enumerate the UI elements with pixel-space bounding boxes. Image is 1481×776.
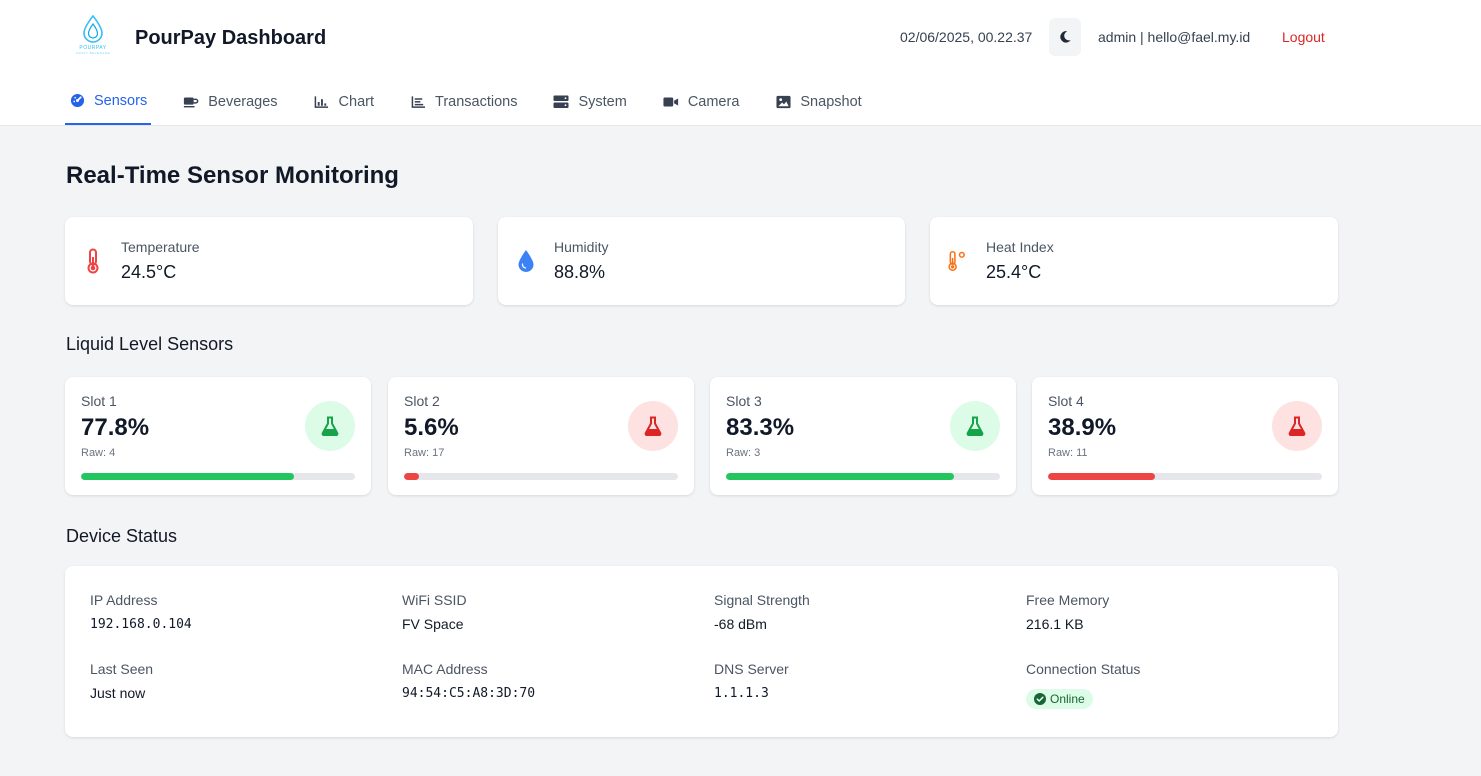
mug-icon	[183, 94, 199, 110]
tab-system[interactable]: System	[549, 78, 630, 125]
tab-chart[interactable]: Chart	[310, 78, 378, 125]
logout-link[interactable]: Logout	[1282, 29, 1325, 45]
slot-raw-value: Raw: 4	[81, 447, 116, 459]
wifi-ssid-value: FV Space	[402, 616, 464, 632]
level-progress-bar	[726, 473, 1000, 480]
last-seen-value: Just now	[90, 685, 146, 701]
video-icon	[663, 94, 679, 110]
flask-icon	[966, 416, 984, 436]
connection-status-value: Online	[1050, 692, 1085, 706]
slot-raw-value: Raw: 3	[726, 447, 761, 459]
tab-label: Snapshot	[800, 93, 862, 110]
slot-card-2: Slot 2 5.6% Raw: 17	[388, 377, 694, 495]
slot-level-value: 38.9%	[1048, 414, 1117, 441]
slot-name: Slot 4	[1048, 393, 1084, 409]
slot-name: Slot 2	[404, 393, 440, 409]
check-circle-icon	[1034, 693, 1046, 705]
level-progress-fill	[81, 473, 295, 480]
humidity-value: 88.8%	[554, 262, 606, 282]
ip-address-label: IP Address	[90, 592, 158, 608]
level-progress-bar	[404, 473, 678, 480]
level-progress-fill	[726, 473, 955, 480]
slot-level-value: 83.3%	[726, 414, 795, 441]
logo-text: POURPAY	[79, 45, 107, 51]
level-progress-bar	[81, 473, 355, 480]
logo-subtext: CRAFT BEVERAGE	[75, 51, 111, 55]
droplet-icon	[516, 247, 536, 275]
server-icon	[553, 94, 569, 110]
heat-index-label: Heat Index	[986, 239, 1054, 255]
pourpay-logo[interactable]: POURPAY CRAFT BEVERAGE	[70, 14, 116, 60]
app-title: PourPay Dashboard	[135, 27, 327, 49]
tab-beverages[interactable]: Beverages	[179, 78, 281, 125]
thermometer-icon	[83, 247, 103, 275]
tab-label: Camera	[687, 93, 740, 110]
heat-index-card: Heat Index 25.4°C	[930, 217, 1338, 305]
mac-address-label: MAC Address	[402, 661, 488, 677]
dns-server-value: 1.1.1.3	[714, 686, 769, 701]
gauge-icon	[69, 93, 85, 109]
connection-status-badge: Online	[1026, 689, 1093, 709]
level-progress-fill	[1048, 473, 1155, 480]
slot-card-1: Slot 1 77.8% Raw: 4	[65, 377, 371, 495]
slot-level-value: 77.8%	[81, 414, 150, 441]
top-header: POURPAY CRAFT BEVERAGE PourPay Dashboard…	[0, 0, 1481, 126]
last-seen-label: Last Seen	[90, 661, 154, 677]
flask-icon	[1288, 416, 1306, 436]
temperature-label: Temperature	[121, 239, 200, 255]
slot-card-3: Slot 3 83.3% Raw: 3	[710, 377, 1016, 495]
slot-status-badge	[305, 401, 355, 451]
slot-status-badge	[950, 401, 1000, 451]
moon-icon	[1060, 31, 1071, 43]
flask-icon	[644, 416, 662, 436]
droplet-logo-icon	[83, 14, 103, 43]
tab-transactions[interactable]: Transactions	[406, 78, 521, 125]
wifi-ssid-label: WiFi SSID	[402, 592, 467, 608]
tab-camera[interactable]: Camera	[659, 78, 744, 125]
slot-status-badge	[1272, 401, 1322, 451]
image-icon	[775, 94, 791, 110]
temperature-card: Temperature 24.5°C	[65, 217, 473, 305]
level-progress-bar	[1048, 473, 1322, 480]
free-memory-value: 216.1 KB	[1026, 616, 1084, 632]
tab-sensors[interactable]: Sensors	[65, 78, 152, 125]
humidity-card: Humidity 88.8%	[498, 217, 905, 305]
page-title: Real-Time Sensor Monitoring	[66, 162, 399, 189]
slot-raw-value: Raw: 11	[1048, 447, 1088, 459]
tab-label: Transactions	[435, 93, 518, 110]
mac-address-value: 94:54:C5:A8:3D:70	[402, 686, 536, 701]
level-progress-fill	[404, 473, 420, 480]
theme-toggle-button[interactable]	[1049, 18, 1081, 56]
slot-name: Slot 1	[81, 393, 117, 409]
free-memory-label: Free Memory	[1026, 592, 1110, 608]
ip-address-value: 192.168.0.104	[90, 617, 192, 632]
tab-snapshot[interactable]: Snapshot	[771, 78, 865, 125]
tab-label: Beverages	[208, 93, 278, 110]
temperature-high-icon	[948, 247, 968, 275]
temperature-value: 24.5°C	[121, 262, 177, 282]
slot-raw-value: Raw: 17	[404, 447, 445, 459]
signal-strength-label: Signal Strength	[714, 592, 810, 608]
slot-level-value: 5.6%	[404, 414, 459, 441]
slot-name: Slot 3	[726, 393, 762, 409]
device-status-card: IP Address 192.168.0.104 WiFi SSID FV Sp…	[65, 566, 1338, 737]
device-section-title: Device Status	[66, 526, 178, 546]
list-chart-icon	[410, 94, 426, 110]
tab-label: Sensors	[94, 92, 148, 109]
heat-index-value: 25.4°C	[986, 262, 1042, 282]
chart-icon	[314, 94, 330, 110]
dns-server-label: DNS Server	[714, 661, 789, 677]
user-info: admin | hello@fael.my.id	[1098, 29, 1251, 45]
connection-status-label: Connection Status	[1026, 661, 1141, 677]
humidity-label: Humidity	[554, 239, 609, 255]
liquid-section-title: Liquid Level Sensors	[66, 334, 234, 354]
tab-label: Chart	[338, 93, 374, 110]
signal-strength-value: -68 dBm	[714, 616, 767, 632]
tab-label: System	[578, 93, 627, 110]
slot-status-badge	[628, 401, 678, 451]
flask-icon	[321, 416, 339, 436]
nav-tabs: Sensors Beverages Chart Transactions Sys…	[65, 78, 894, 126]
current-datetime: 02/06/2025, 00.22.37	[900, 29, 1033, 45]
slot-card-4: Slot 4 38.9% Raw: 11	[1032, 377, 1338, 495]
